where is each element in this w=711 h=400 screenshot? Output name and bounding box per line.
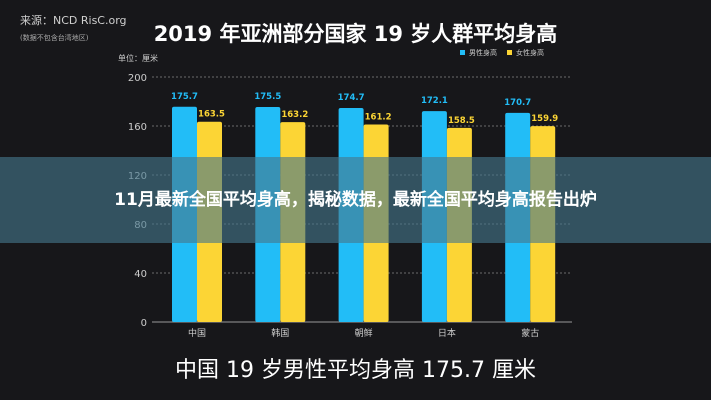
x-tick-label: 朝鲜 — [355, 327, 373, 339]
headline-text[interactable]: 11月最新全国平均身高，揭秘数据，最新全国平均身高报告出炉 — [114, 189, 597, 210]
y-tick-label: 200 — [128, 73, 147, 84]
source-label: 来源：NCD RisC.org — [20, 14, 127, 27]
legend: 男性身高 女性身高 — [460, 48, 544, 58]
legend-item-female: 女性身高 — [507, 48, 544, 58]
data-label: 161.2 — [365, 113, 392, 123]
x-tick-label: 蒙古 — [521, 327, 539, 339]
data-label: 175.7 — [171, 92, 198, 102]
y-tick-label: 0 — [141, 318, 147, 329]
legend-item-male: 男性身高 — [460, 48, 497, 58]
chart-title: 2019 年亚洲部分国家 19 岁人群平均身高 — [153, 22, 558, 46]
x-tick-label: 韩国 — [271, 327, 289, 339]
video-caption: 中国 19 岁男性平均身高 175.7 厘米 — [175, 358, 536, 383]
data-label: 163.5 — [198, 110, 225, 120]
y-tick-label: 160 — [128, 122, 147, 133]
x-tick-label: 日本 — [438, 327, 456, 339]
data-label: 159.9 — [531, 114, 558, 124]
headline-banner: 11月最新全国平均身高，揭秘数据，最新全国平均身高报告出炉 — [0, 157, 711, 243]
data-label: 174.7 — [338, 93, 365, 103]
data-label: 158.5 — [448, 116, 475, 126]
source-note: (数据不包含台湾地区) — [20, 34, 89, 42]
y-tick-label: 40 — [134, 269, 147, 280]
data-label: 172.1 — [421, 96, 448, 106]
data-label: 170.7 — [504, 98, 531, 108]
x-tick-label: 中国 — [188, 327, 206, 339]
data-label: 163.2 — [281, 110, 308, 120]
y-axis-unit: 单位：厘米 — [118, 54, 158, 63]
data-label: 175.5 — [254, 92, 281, 102]
